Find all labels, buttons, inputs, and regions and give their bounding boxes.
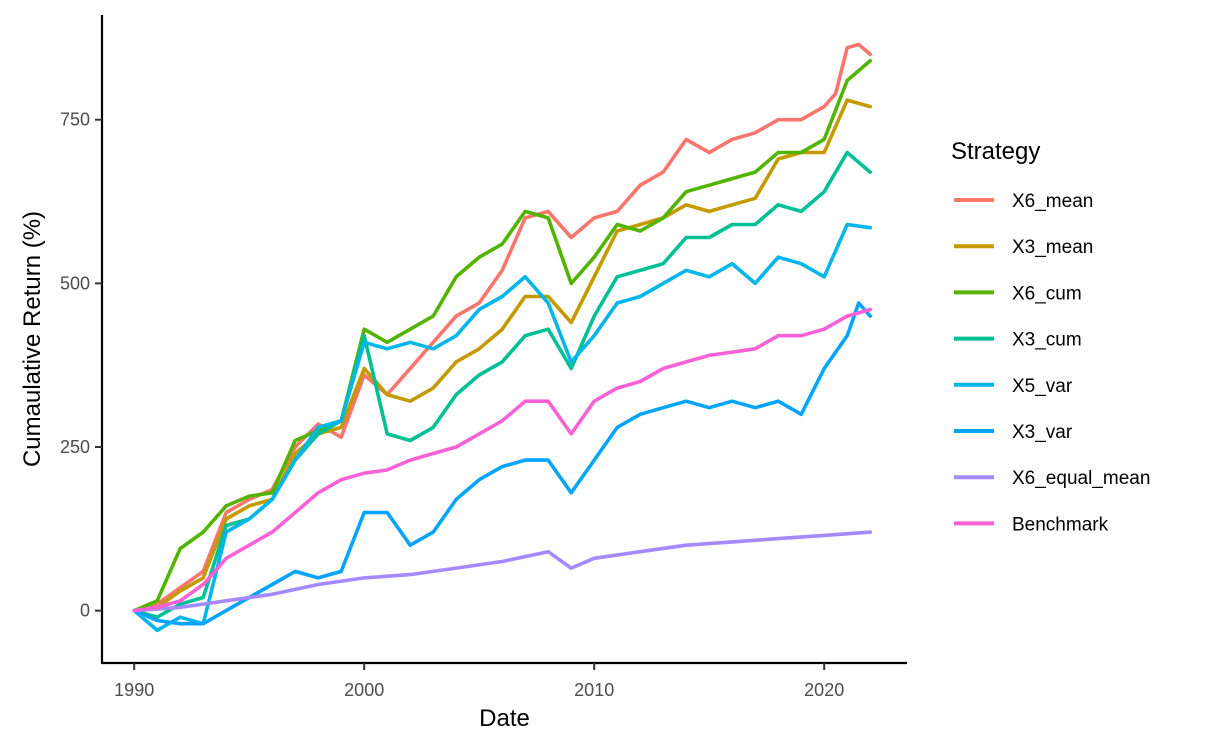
series-line-x3-var xyxy=(132,301,873,626)
x-tick-label: 2010 xyxy=(574,680,614,700)
series-lines xyxy=(132,42,873,633)
y-tick-label: 250 xyxy=(60,437,90,457)
legend-title: Strategy xyxy=(951,138,1040,165)
x-tick-label: 1990 xyxy=(114,680,154,700)
y-axis-title: Cumaulative Return (%) xyxy=(19,211,46,467)
series-line-x3-mean xyxy=(132,98,873,613)
legend-label: X3_var xyxy=(1012,422,1073,443)
y-axis-ticks: 0 250 500 750 xyxy=(60,110,102,621)
series-line-x6-equal-mean xyxy=(132,530,873,613)
legend-label: X3_mean xyxy=(1012,237,1093,258)
legend-label: Benchmark xyxy=(1012,514,1109,535)
series-line-x6-cum xyxy=(132,58,873,613)
y-tick-label: 0 xyxy=(80,601,90,621)
legend-label: X6_cum xyxy=(1012,283,1082,304)
legend: Strategy X6_mean X3_mean X6_cum X3_cum X5_va… xyxy=(951,138,1150,535)
series-line-benchmark xyxy=(132,307,873,613)
legend-label: X3_cum xyxy=(1012,330,1082,351)
legend-label: X5_var xyxy=(1012,376,1073,397)
x-axis-title: Date xyxy=(479,705,530,732)
x-axis-ticks: 1990 2000 2010 2020 xyxy=(114,663,844,700)
series-line-x5-var xyxy=(132,222,873,633)
x-tick-label: 2000 xyxy=(344,680,384,700)
legend-items: X6_mean X3_mean X6_cum X3_cum X5_var X3_var X6… xyxy=(954,191,1150,535)
y-tick-label: 750 xyxy=(60,110,90,130)
legend-label: X6_mean xyxy=(1012,191,1093,212)
x-tick-label: 2020 xyxy=(804,680,844,700)
legend-label: X6_equal_mean xyxy=(1012,468,1150,489)
y-tick-label: 500 xyxy=(60,273,90,293)
